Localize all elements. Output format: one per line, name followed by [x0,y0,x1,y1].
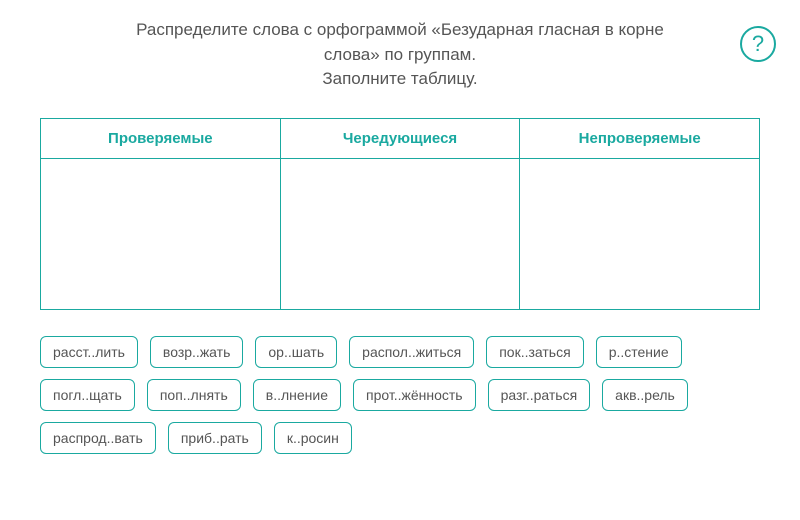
word-chip[interactable]: поп..лнять [147,379,241,411]
sorting-table: Проверяемые Чередующиеся Непроверяемые [40,118,760,310]
word-chip[interactable]: в..лнение [253,379,341,411]
column-uncheckable: Непроверяемые [519,119,759,309]
task-instruction: Распределите слова с орфограммой «Безуда… [90,18,710,92]
word-chip[interactable]: приб..рать [168,422,262,454]
word-chip[interactable]: разг..раться [488,379,591,411]
column-header-alternating: Чередующиеся [281,119,520,159]
word-chip[interactable]: акв..рель [602,379,688,411]
help-icon: ? [752,31,764,56]
word-chip[interactable]: распрод..вать [40,422,156,454]
help-button[interactable]: ? [740,26,776,62]
word-chip[interactable]: р..стение [596,336,682,368]
column-header-uncheckable: Непроверяемые [520,119,759,159]
word-chip[interactable]: к..росин [274,422,352,454]
column-alternating: Чередующиеся [280,119,520,309]
word-bank: расст..лить возр..жать ор..шать распол..… [40,336,760,454]
drop-zone-alternating[interactable] [281,159,520,309]
word-chip[interactable]: ор..шать [255,336,337,368]
instruction-text-2: слова» по группам. [324,45,476,64]
column-header-checkable: Проверяемые [41,119,280,159]
word-chip[interactable]: пок..заться [486,336,583,368]
instruction-text-1: Распределите слова с орфограммой «Безуда… [136,20,664,39]
drop-zone-uncheckable[interactable] [520,159,759,309]
word-chip[interactable]: погл..щать [40,379,135,411]
word-chip[interactable]: расст..лить [40,336,138,368]
word-chip[interactable]: возр..жать [150,336,243,368]
word-chip[interactable]: прот..жённость [353,379,476,411]
word-chip[interactable]: распол..житься [349,336,474,368]
column-checkable: Проверяемые [41,119,280,309]
drop-zone-checkable[interactable] [41,159,280,309]
instruction-text-3: Заполните таблицу. [322,69,477,88]
